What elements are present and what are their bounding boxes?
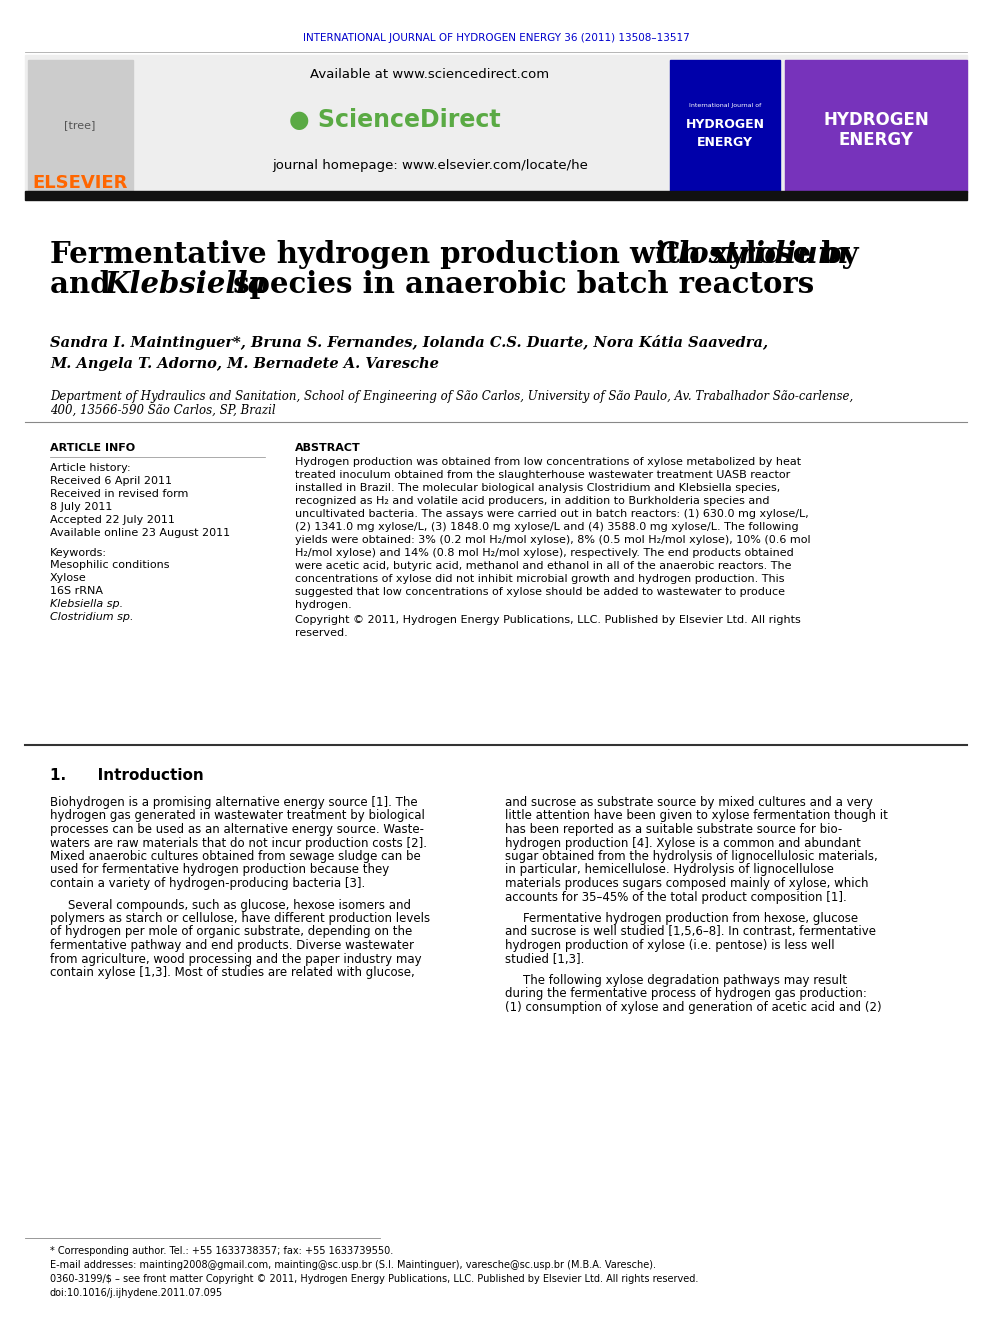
Text: HYDROGEN: HYDROGEN [685, 119, 765, 131]
Text: Received in revised form: Received in revised form [50, 490, 188, 499]
Text: ENERGY: ENERGY [697, 136, 753, 149]
Text: Available at www.sciencedirect.com: Available at www.sciencedirect.com [310, 69, 550, 82]
Text: Clostridium: Clostridium [656, 239, 849, 269]
Text: Mesophilic conditions: Mesophilic conditions [50, 560, 170, 570]
Text: Department of Hydraulics and Sanitation, School of Engineering of São Carlos, Un: Department of Hydraulics and Sanitation,… [50, 390, 853, 404]
Text: Mixed anaerobic cultures obtained from sewage sludge can be: Mixed anaerobic cultures obtained from s… [50, 849, 421, 863]
Text: (2) 1341.0 mg xylose/L, (3) 1848.0 mg xylose/L and (4) 3588.0 mg xylose/L. The f: (2) 1341.0 mg xylose/L, (3) 1848.0 mg xy… [295, 523, 799, 532]
Text: processes can be used as an alternative energy source. Waste-: processes can be used as an alternative … [50, 823, 424, 836]
Text: Copyright © 2011, Hydrogen Energy Publications, LLC. Published by Elsevier Ltd. : Copyright © 2011, Hydrogen Energy Public… [295, 615, 801, 624]
Bar [25, 56, 967, 194]
Text: polymers as starch or cellulose, have different production levels: polymers as starch or cellulose, have di… [50, 912, 431, 925]
Text: Keywords:: Keywords: [50, 548, 107, 558]
Bar [670, 60, 780, 192]
Text: Klebsiella sp.: Klebsiella sp. [50, 599, 123, 609]
Text: recognized as H₂ and volatile acid producers, in addition to Burkholderia specie: recognized as H₂ and volatile acid produ… [295, 496, 770, 505]
Text: ARTICLE INFO: ARTICLE INFO [50, 443, 135, 452]
Text: contain xylose [1,3]. Most of studies are related with glucose,: contain xylose [1,3]. Most of studies ar… [50, 966, 415, 979]
Text: 8 July 2011: 8 July 2011 [50, 501, 112, 512]
Text: Clostridium sp.: Clostridium sp. [50, 613, 134, 622]
Text: Fermentative hydrogen production with xylose by: Fermentative hydrogen production with xy… [50, 239, 869, 269]
Text: Available online 23 August 2011: Available online 23 August 2011 [50, 528, 230, 538]
Text: Fermentative hydrogen production from hexose, glucose: Fermentative hydrogen production from he… [523, 912, 858, 925]
Text: and: and [50, 270, 121, 299]
Bar [785, 60, 967, 192]
Text: accounts for 35–45% of the total product composition [1].: accounts for 35–45% of the total product… [505, 890, 847, 904]
Text: were acetic acid, butyric acid, methanol and ethanol in all of the anaerobic rea: were acetic acid, butyric acid, methanol… [295, 561, 792, 572]
Text: contain a variety of hydrogen-producing bacteria [3].: contain a variety of hydrogen-producing … [50, 877, 365, 890]
Text: Received 6 April 2011: Received 6 April 2011 [50, 476, 172, 486]
Text: The following xylose degradation pathways may result: The following xylose degradation pathway… [523, 974, 847, 987]
Text: M. Angela T. Adorno, M. Bernadete A. Varesche: M. Angela T. Adorno, M. Bernadete A. Var… [50, 357, 438, 370]
Text: hydrogen gas generated in wastewater treatment by biological: hydrogen gas generated in wastewater tre… [50, 810, 425, 823]
Text: suggested that low concentrations of xylose should be added to wastewater to pro: suggested that low concentrations of xyl… [295, 587, 785, 597]
Text: yields were obtained: 3% (0.2 mol H₂/mol xylose), 8% (0.5 mol H₂/mol xylose), 10: yields were obtained: 3% (0.2 mol H₂/mol… [295, 534, 810, 545]
Text: HYDROGEN
ENERGY: HYDROGEN ENERGY [823, 111, 929, 149]
Text: hydrogen.: hydrogen. [295, 601, 352, 610]
Text: from agriculture, wood processing and the paper industry may: from agriculture, wood processing and th… [50, 953, 422, 966]
Text: has been reported as a suitable substrate source for bio-: has been reported as a suitable substrat… [505, 823, 842, 836]
Text: waters are raw materials that do not incur production costs [2].: waters are raw materials that do not inc… [50, 836, 427, 849]
Bar [25, 191, 967, 200]
Text: Article history:: Article history: [50, 463, 131, 474]
Text: hydrogen production of xylose (i.e. pentose) is less well: hydrogen production of xylose (i.e. pent… [505, 939, 834, 953]
Text: and sucrose as substrate source by mixed cultures and a very: and sucrose as substrate source by mixed… [505, 796, 873, 808]
Text: treated inoculum obtained from the slaughterhouse wastewater treatment UASB reac: treated inoculum obtained from the slaug… [295, 470, 791, 480]
Text: installed in Brazil. The molecular biological analysis Clostridium and Klebsiell: installed in Brazil. The molecular biolo… [295, 483, 781, 493]
Text: ELSEVIER: ELSEVIER [33, 175, 128, 192]
Text: Several compounds, such as glucose, hexose isomers and: Several compounds, such as glucose, hexo… [68, 898, 411, 912]
Text: materials produces sugars composed mainly of xylose, which: materials produces sugars composed mainl… [505, 877, 869, 890]
Text: (1) consumption of xylose and generation of acetic acid and (2): (1) consumption of xylose and generation… [505, 1002, 882, 1013]
Text: ABSTRACT: ABSTRACT [295, 443, 361, 452]
Text: concentrations of xylose did not inhibit microbial growth and hydrogen productio: concentrations of xylose did not inhibit… [295, 574, 785, 583]
Text: and sucrose is well studied [1,5,6–8]. In contrast, fermentative: and sucrose is well studied [1,5,6–8]. I… [505, 926, 876, 938]
Text: little attention have been given to xylose fermentation though it: little attention have been given to xylo… [505, 810, 888, 823]
Text: 0360-3199/$ – see front matter Copyright © 2011, Hydrogen Energy Publications, L: 0360-3199/$ – see front matter Copyright… [50, 1274, 698, 1285]
Text: sugar obtained from the hydrolysis of lignocellulosic materials,: sugar obtained from the hydrolysis of li… [505, 849, 878, 863]
Text: INTERNATIONAL JOURNAL OF HYDROGEN ENERGY 36 (2011) 13508–13517: INTERNATIONAL JOURNAL OF HYDROGEN ENERGY… [303, 33, 689, 44]
Text: ● ScienceDirect: ● ScienceDirect [290, 108, 501, 132]
Text: journal homepage: www.elsevier.com/locate/he: journal homepage: www.elsevier.com/locat… [272, 159, 588, 172]
Text: species in anaerobic batch reactors: species in anaerobic batch reactors [223, 270, 814, 299]
Text: in particular, hemicellulose. Hydrolysis of lignocellulose: in particular, hemicellulose. Hydrolysis… [505, 864, 834, 877]
Bar [28, 60, 133, 192]
Text: of hydrogen per mole of organic substrate, depending on the: of hydrogen per mole of organic substrat… [50, 926, 413, 938]
Text: doi:10.1016/j.ijhydene.2011.07.095: doi:10.1016/j.ijhydene.2011.07.095 [50, 1289, 223, 1298]
Text: Sandra I. Maintinguer*, Bruna S. Fernandes, Iolanda C.S. Duarte, Nora Kátia Saav: Sandra I. Maintinguer*, Bruna S. Fernand… [50, 335, 768, 351]
Text: Accepted 22 July 2011: Accepted 22 July 2011 [50, 515, 175, 525]
Text: [tree]: [tree] [64, 120, 95, 130]
Text: 400, 13566-590 São Carlos, SP, Brazil: 400, 13566-590 São Carlos, SP, Brazil [50, 404, 276, 417]
Text: uncultivated bacteria. The assays were carried out in batch reactors: (1) 630.0 : uncultivated bacteria. The assays were c… [295, 509, 808, 519]
Text: E-mail addresses: mainting2008@gmail.com, mainting@sc.usp.br (S.I. Maintinguer),: E-mail addresses: mainting2008@gmail.com… [50, 1259, 656, 1270]
Text: Biohydrogen is a promising alternative energy source [1]. The: Biohydrogen is a promising alternative e… [50, 796, 418, 808]
Text: hydrogen production [4]. Xylose is a common and abundant: hydrogen production [4]. Xylose is a com… [505, 836, 861, 849]
Text: Hydrogen production was obtained from low concentrations of xylose metabolized b: Hydrogen production was obtained from lo… [295, 456, 802, 467]
Text: 1.      Introduction: 1. Introduction [50, 767, 203, 783]
Text: * Corresponding author. Tel.: +55 1633738357; fax: +55 1633739550.: * Corresponding author. Tel.: +55 163373… [50, 1246, 393, 1256]
Text: during the fermentative process of hydrogen gas production:: during the fermentative process of hydro… [505, 987, 867, 1000]
Text: Xylose: Xylose [50, 573, 86, 583]
Text: studied [1,3].: studied [1,3]. [505, 953, 584, 966]
Text: used for fermentative hydrogen production because they: used for fermentative hydrogen productio… [50, 864, 389, 877]
Text: Klebsiella: Klebsiella [105, 270, 268, 299]
Text: reserved.: reserved. [295, 628, 348, 638]
Text: H₂/mol xylose) and 14% (0.8 mol H₂/mol xylose), respectively. The end products o: H₂/mol xylose) and 14% (0.8 mol H₂/mol x… [295, 548, 794, 558]
Text: International Journal of: International Journal of [688, 102, 761, 107]
Text: fermentative pathway and end products. Diverse wastewater: fermentative pathway and end products. D… [50, 939, 414, 953]
Text: 16S rRNA: 16S rRNA [50, 586, 103, 595]
